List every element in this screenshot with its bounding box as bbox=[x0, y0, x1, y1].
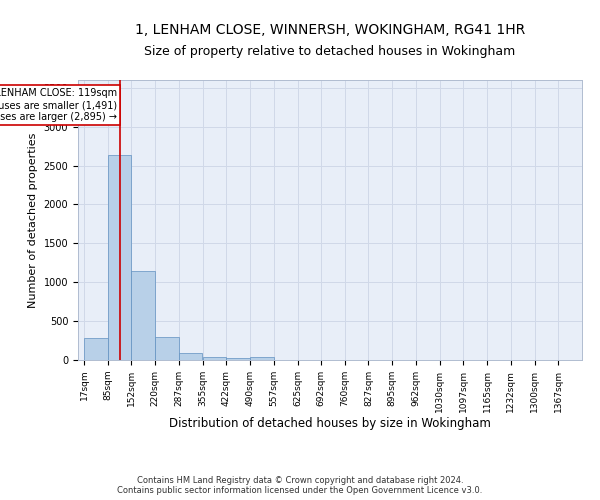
Bar bbox=[179, 353, 202, 360]
Bar bbox=[250, 358, 274, 360]
Bar bbox=[84, 338, 107, 360]
Text: Contains HM Land Registry data © Crown copyright and database right 2024.
Contai: Contains HM Land Registry data © Crown c… bbox=[118, 476, 482, 495]
Bar bbox=[131, 272, 155, 360]
Bar bbox=[226, 358, 250, 360]
Y-axis label: Number of detached properties: Number of detached properties bbox=[28, 132, 38, 308]
Bar bbox=[203, 356, 226, 360]
X-axis label: Distribution of detached houses by size in Wokingham: Distribution of detached houses by size … bbox=[169, 418, 491, 430]
Bar bbox=[108, 154, 131, 360]
Bar bbox=[155, 338, 179, 360]
Text: 1, LENHAM CLOSE, WINNERSH, WOKINGHAM, RG41 1HR: 1, LENHAM CLOSE, WINNERSH, WOKINGHAM, RG… bbox=[135, 22, 525, 36]
Text: 1 LENHAM CLOSE: 119sqm
← 34% of detached houses are smaller (1,491)
65% of semi-: 1 LENHAM CLOSE: 119sqm ← 34% of detached… bbox=[0, 88, 117, 122]
Text: Size of property relative to detached houses in Wokingham: Size of property relative to detached ho… bbox=[145, 45, 515, 58]
